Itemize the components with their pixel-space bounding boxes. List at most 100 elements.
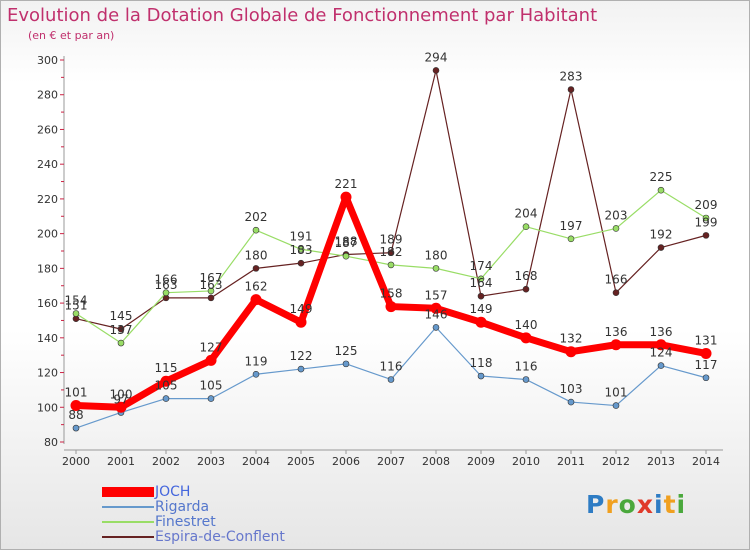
legend: JOCH Rigarda Finestret Espira-de-Conflent: [102, 484, 322, 545]
legend-item-rigarda: Rigarda: [102, 499, 322, 515]
logo-letter: x: [636, 490, 654, 519]
y-tick-label: 140: [37, 332, 58, 345]
data-point-finestret: [72, 310, 80, 317]
y-tick-label: 260: [37, 123, 58, 136]
series-espira-de-conflent: [72, 67, 710, 333]
data-point-joch: [610, 339, 622, 351]
data-point-rigarda: [342, 360, 350, 368]
data-point-finestret: [612, 225, 620, 232]
logo-letter: r: [605, 490, 619, 519]
legend-label-joch: JOCH: [155, 484, 191, 500]
legend-swatch-espira-de-conflent: [102, 536, 154, 538]
data-point-finestret: [432, 265, 440, 272]
data-point-joch: [475, 316, 487, 328]
logo-letter: t: [663, 490, 677, 519]
data-point-joch: [70, 400, 82, 412]
data-label-joch: 131: [695, 333, 718, 347]
data-label-espira-de-conflent: 163: [155, 278, 178, 292]
data-label-finestret: 191: [290, 229, 313, 243]
series-labels: 151 145 163 163 180 183 188 189 294 164 168 283 166 1…: [65, 50, 718, 422]
data-point-joch: [385, 301, 397, 313]
data-label-rigarda: 119: [245, 354, 268, 368]
data-label-espira-de-conflent: 151: [65, 299, 88, 313]
data-label-rigarda: 146: [425, 307, 448, 321]
data-label-espira-de-conflent: 145: [110, 309, 133, 323]
data-point-rigarda: [72, 424, 80, 432]
data-label-rigarda: 117: [695, 358, 718, 372]
data-point-joch: [520, 332, 532, 344]
data-point-rigarda: [612, 402, 620, 409]
legend-item-finestret: Finestret: [102, 514, 322, 530]
data-label-espira-de-conflent: 192: [650, 228, 673, 242]
data-label-finestret: 166: [155, 273, 178, 287]
data-label-joch: 136: [650, 325, 673, 339]
data-label-espira-de-conflent: 183: [290, 243, 313, 257]
data-point-finestret: [477, 275, 485, 283]
data-label-rigarda: 88: [68, 408, 83, 422]
data-point-joch: [205, 354, 217, 366]
data-label-rigarda: 122: [290, 349, 313, 363]
data-point-rigarda: [522, 376, 530, 383]
data-label-joch: 136: [605, 325, 628, 339]
x-tick-label: 2002: [152, 455, 180, 468]
data-label-joch: 127: [200, 340, 223, 354]
data-point-joch: [115, 401, 127, 413]
data-point-rigarda: [207, 395, 215, 402]
legend-swatch-joch: [102, 487, 154, 497]
data-point-joch: [250, 294, 262, 306]
data-label-finestret: 154: [65, 294, 88, 308]
data-point-rigarda: [162, 395, 170, 402]
data-point-espira-de-conflent: [297, 259, 305, 267]
data-point-rigarda: [567, 398, 575, 406]
data-point-finestret: [567, 235, 575, 243]
data-label-finestret: 203: [605, 208, 628, 222]
data-label-espira-de-conflent: 163: [200, 278, 223, 292]
data-label-joch: 149: [290, 302, 313, 316]
data-label-espira-de-conflent: 294: [425, 50, 448, 64]
data-point-finestret: [387, 261, 395, 269]
data-label-finestret: 182: [380, 245, 403, 259]
data-point-rigarda: [387, 376, 395, 383]
data-point-finestret: [117, 339, 125, 347]
data-label-finestret: 174: [470, 259, 493, 273]
x-tick-label: 2004: [242, 455, 270, 468]
data-label-joch: 162: [245, 280, 268, 294]
proxiti-logo: Proxiti: [586, 490, 686, 519]
logo-letter: o: [618, 490, 637, 519]
data-label-espira-de-conflent: 180: [245, 248, 268, 262]
data-label-rigarda: 103: [560, 382, 583, 396]
series-lines: [70, 67, 712, 432]
y-tick-label: 160: [37, 297, 58, 310]
legend-label-rigarda: Rigarda: [155, 499, 210, 515]
data-point-rigarda: [297, 365, 305, 373]
data-point-espira-de-conflent: [207, 294, 215, 302]
data-point-finestret: [342, 252, 350, 260]
y-tick-label: 240: [37, 158, 58, 171]
data-point-rigarda: [432, 324, 440, 331]
data-label-finestret: 167: [200, 271, 223, 285]
axes: 80 100 120 140 160 180 200 220 240 260 280 300 2000 2…: [37, 54, 723, 468]
data-label-rigarda: 116: [380, 359, 403, 373]
logo-letter: i: [654, 490, 664, 519]
data-label-finestret: 202: [245, 210, 268, 224]
data-label-espira-de-conflent: 283: [560, 70, 583, 84]
chart-subtitle: (en € et par an): [28, 29, 115, 42]
x-tick-label: 2009: [467, 455, 495, 468]
data-label-joch: 100: [110, 387, 133, 401]
data-label-espira-de-conflent: 189: [380, 233, 403, 247]
logo-letter: i: [676, 490, 687, 519]
chart-title: Evolution de la Dotation Globale de Fonc…: [7, 5, 598, 26]
data-point-finestret: [207, 287, 215, 295]
data-point-joch: [655, 339, 667, 351]
data-label-rigarda: 118: [470, 356, 493, 370]
data-point-rigarda: [702, 374, 710, 382]
data-label-finestret: 204: [515, 207, 538, 221]
legend-item-joch: JOCH: [102, 484, 322, 500]
data-label-rigarda: 105: [155, 379, 178, 393]
data-point-rigarda: [252, 370, 260, 378]
data-point-espira-de-conflent: [252, 265, 260, 272]
data-point-finestret: [657, 186, 665, 194]
data-label-rigarda: 116: [515, 359, 538, 373]
data-label-rigarda: 97: [113, 392, 128, 406]
